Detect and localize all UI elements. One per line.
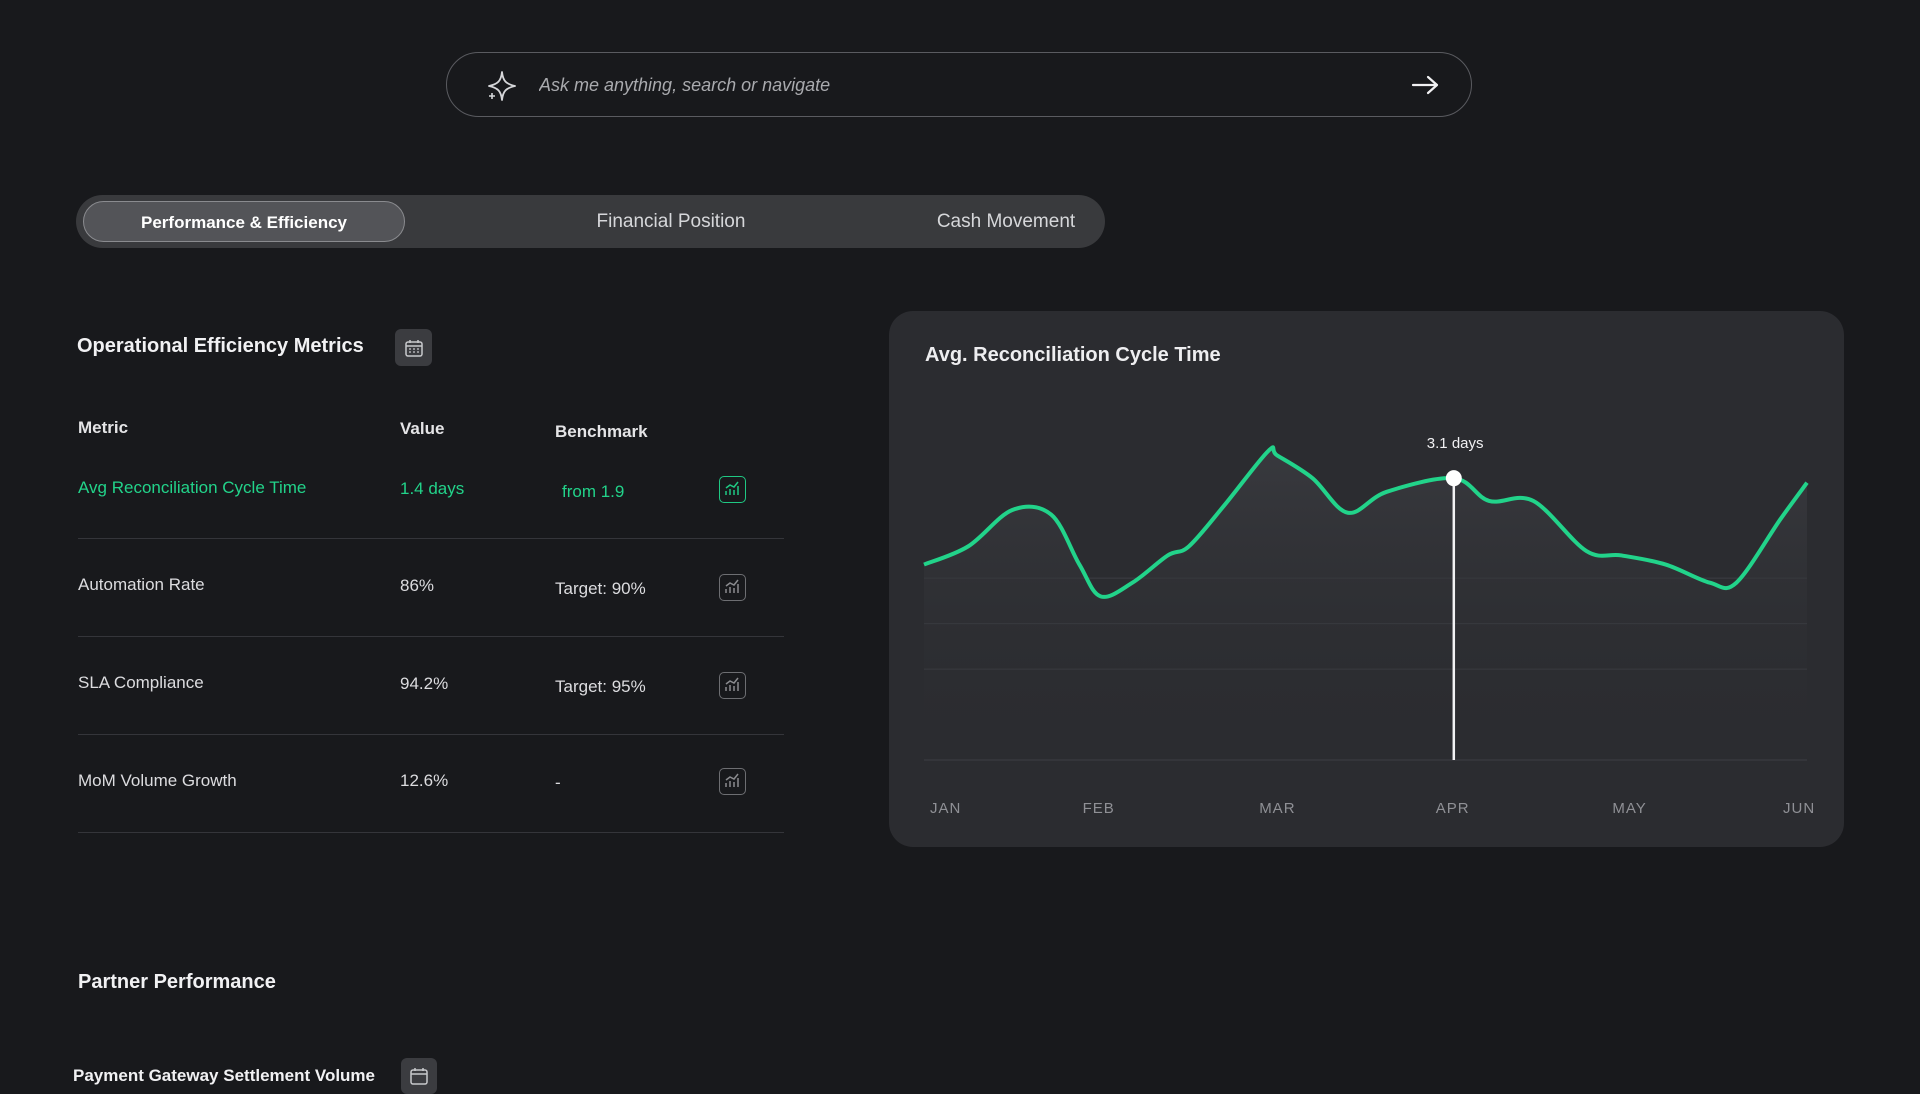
search-input[interactable] <box>539 67 1339 103</box>
search-bar[interactable] <box>446 52 1472 117</box>
chart-icon[interactable] <box>719 768 746 795</box>
column-header-benchmark: Benchmark <box>555 422 648 441</box>
x-axis-label: JUN <box>1783 800 1816 817</box>
tab-cash-movement[interactable]: Cash Movement <box>936 211 1076 232</box>
row-divider <box>78 538 784 539</box>
x-axis-label: MAY <box>1612 800 1647 817</box>
row-divider <box>78 636 784 637</box>
metric-value: 94.2% <box>400 674 449 693</box>
tab-financial-position[interactable]: Financial Position <box>596 211 746 232</box>
tab-performance-efficiency[interactable]: Performance & Efficiency <box>83 201 405 242</box>
tab-bar: Performance & Efficiency Financial Posit… <box>76 195 1105 248</box>
metric-benchmark: Target: 95% <box>555 677 646 696</box>
section-subtitle-payment-gateway: Payment Gateway Settlement Volume <box>73 1066 376 1085</box>
chart-icon[interactable] <box>719 672 746 699</box>
calendar-button[interactable] <box>401 1058 437 1094</box>
chart-icon[interactable] <box>719 476 746 503</box>
metric-benchmark: from 1.9 <box>562 482 625 501</box>
metric-name: Automation Rate <box>78 575 205 594</box>
calendar-icon <box>404 339 423 357</box>
metric-value: 1.4 days <box>400 479 465 498</box>
row-divider <box>78 734 784 735</box>
metric-value: 86% <box>400 576 435 595</box>
sparkle-icon <box>488 71 516 101</box>
chart-icon[interactable] <box>719 574 746 601</box>
metric-benchmark: - <box>555 773 561 792</box>
x-axis-label: MAR <box>1259 800 1296 817</box>
chart-card <box>889 311 1844 847</box>
chart-title: Avg. Reconciliation Cycle Time <box>925 344 1221 366</box>
metric-value: 12.6% <box>400 771 449 790</box>
metric-name: SLA Compliance <box>78 673 204 692</box>
column-header-value: Value <box>400 419 445 438</box>
metric-benchmark: Target: 90% <box>555 579 646 598</box>
metric-name: MoM Volume Growth <box>78 771 237 790</box>
arrow-right-icon[interactable] <box>1411 73 1441 97</box>
metric-name: Avg Reconciliation Cycle Time <box>78 478 307 497</box>
section-title-operational-efficiency: Operational Efficiency Metrics <box>77 335 364 357</box>
section-title-partner-performance: Partner Performance <box>78 971 276 993</box>
x-axis-label: JAN <box>930 800 962 817</box>
calendar-button[interactable] <box>395 329 432 366</box>
highlight-value-label: 3.1 days <box>1426 435 1484 453</box>
x-axis-label: FEB <box>1082 800 1115 817</box>
column-header-metric: Metric <box>78 418 129 437</box>
calendar-icon <box>410 1068 428 1085</box>
row-divider <box>78 832 784 833</box>
x-axis-label: APR <box>1435 800 1470 817</box>
